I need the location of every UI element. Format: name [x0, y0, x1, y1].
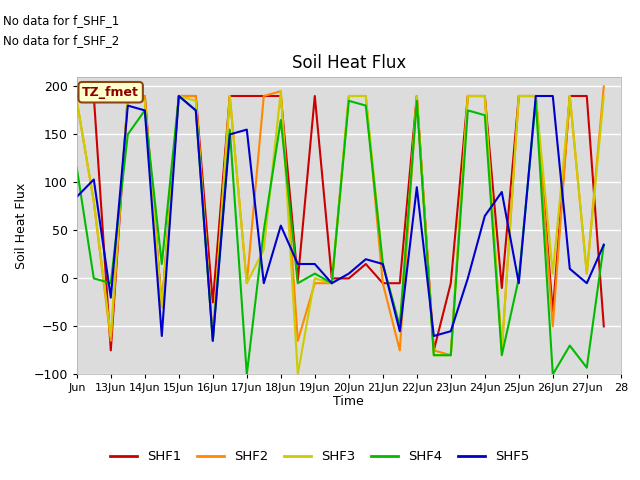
Text: No data for f_SHF_1: No data for f_SHF_1 [3, 14, 120, 27]
Title: Soil Heat Flux: Soil Heat Flux [292, 54, 406, 72]
Text: No data for f_SHF_2: No data for f_SHF_2 [3, 34, 120, 47]
Text: TZ_fmet: TZ_fmet [82, 86, 139, 99]
X-axis label: Time: Time [333, 395, 364, 408]
Legend: SHF1, SHF2, SHF3, SHF4, SHF5: SHF1, SHF2, SHF3, SHF4, SHF5 [105, 445, 535, 468]
Y-axis label: Soil Heat Flux: Soil Heat Flux [15, 182, 28, 269]
